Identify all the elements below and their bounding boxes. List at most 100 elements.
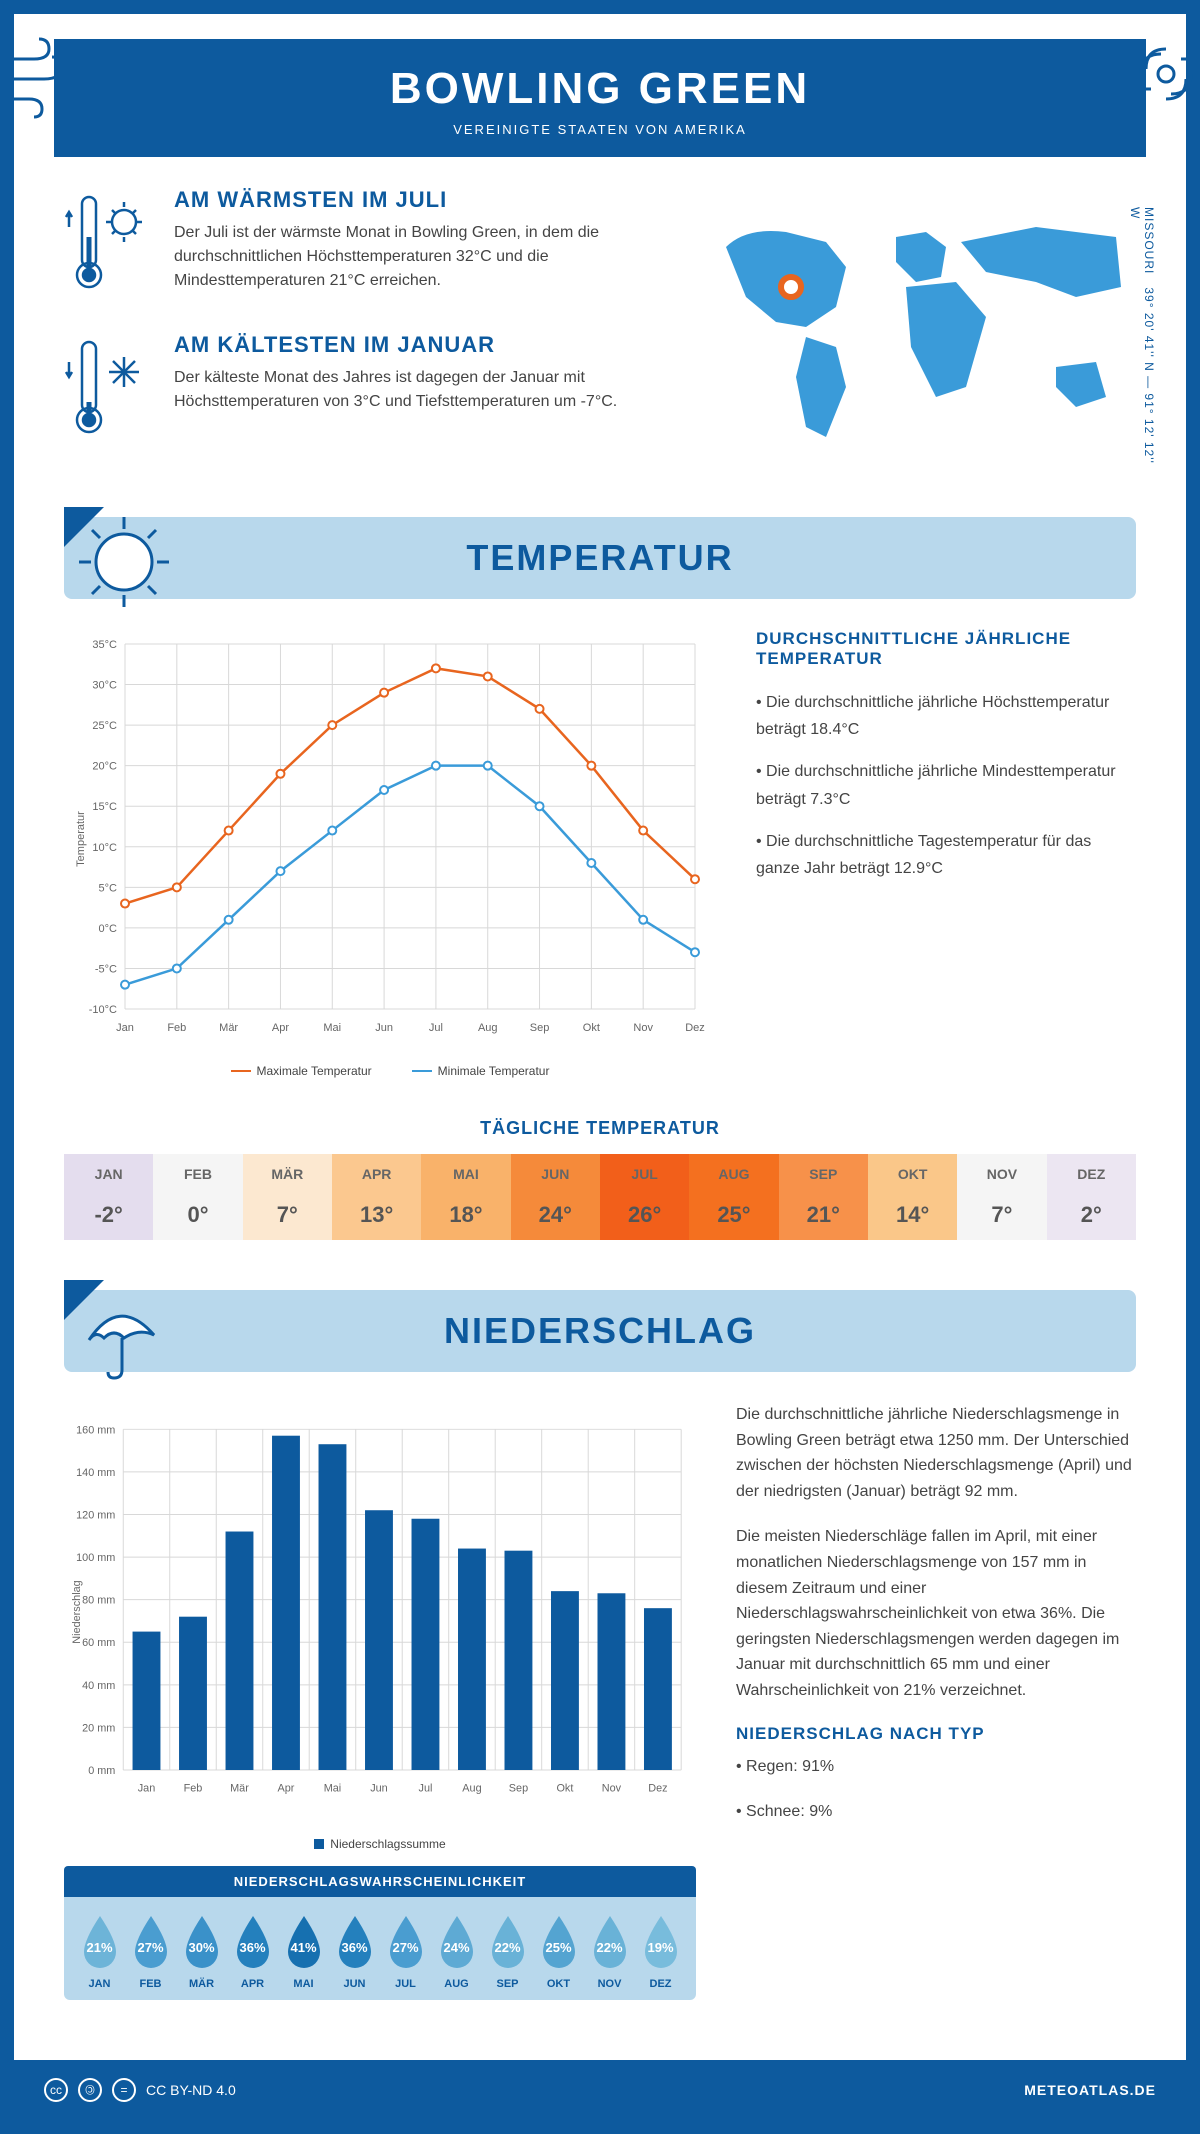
temp-cell: APR13°	[332, 1154, 421, 1240]
svg-text:20 mm: 20 mm	[82, 1722, 115, 1734]
hot-title: AM WÄRMSTEN IM JULI	[174, 187, 666, 213]
svg-text:140 mm: 140 mm	[76, 1467, 115, 1479]
temp-cell: NOV7°	[957, 1154, 1046, 1240]
svg-text:Jan: Jan	[116, 1022, 134, 1034]
svg-text:Jul: Jul	[429, 1022, 443, 1034]
svg-text:Jan: Jan	[138, 1783, 156, 1795]
svg-text:Niederschlag: Niederschlag	[71, 1580, 83, 1643]
prob-title: NIEDERSCHLAGSWAHRSCHEINLICHKEIT	[64, 1866, 696, 1897]
svg-text:Jun: Jun	[375, 1022, 393, 1034]
daily-temp-table: JAN-2°FEB0°MÄR7°APR13°MAI18°JUN24°JUL26°…	[64, 1154, 1136, 1240]
svg-text:80 mm: 80 mm	[82, 1595, 115, 1607]
precip-legend: Niederschlagssumme	[64, 1837, 696, 1851]
city-title: BOWLING GREEN	[54, 64, 1146, 114]
temp-cell: SEP21°	[779, 1154, 868, 1240]
temp-cell: OKT14°	[868, 1154, 957, 1240]
world-map: MISSOURI 39° 20' 41'' N — 91° 12' 12'' W	[696, 187, 1136, 477]
prob-drop: 36%APR	[229, 1912, 277, 1990]
svg-text:160 mm: 160 mm	[76, 1424, 115, 1436]
temp-cell: AUG25°	[689, 1154, 778, 1240]
prob-drop: 22%NOV	[586, 1912, 634, 1990]
region-label: MISSOURI	[1142, 207, 1156, 274]
prob-drop: 27%JUL	[382, 1912, 430, 1990]
hottest-month-fact: AM WÄRMSTEN IM JULI Der Juli ist der wär…	[64, 187, 666, 302]
temperature-line-chart: -10°C-5°C0°C5°C10°C15°C20°C25°C30°C35°CJ…	[64, 629, 716, 1049]
temp-cell: MAI18°	[421, 1154, 510, 1240]
temp-cell: JUL26°	[600, 1154, 689, 1240]
svg-text:60 mm: 60 mm	[82, 1637, 115, 1649]
svg-text:Mär: Mär	[230, 1783, 249, 1795]
svg-text:Okt: Okt	[583, 1022, 600, 1034]
precip-para-2: Die meisten Niederschläge fallen im Apri…	[736, 1524, 1136, 1703]
svg-text:10°C: 10°C	[92, 842, 117, 854]
svg-text:120 mm: 120 mm	[76, 1509, 115, 1521]
prob-drop: 41%MAI	[280, 1912, 328, 1990]
precipitation-probability-panel: NIEDERSCHLAGSWAHRSCHEINLICHKEIT 21%JAN27…	[64, 1866, 696, 2000]
site-name: METEOATLAS.DE	[1024, 2082, 1156, 2098]
temp-info-item: • Die durchschnittliche jährliche Mindes…	[756, 758, 1136, 812]
precip-type-title: NIEDERSCHLAG NACH TYP	[736, 1724, 1136, 1744]
svg-text:Feb: Feb	[167, 1022, 186, 1034]
svg-text:Mär: Mär	[219, 1022, 238, 1034]
svg-text:5°C: 5°C	[99, 882, 118, 894]
svg-text:Nov: Nov	[633, 1022, 653, 1034]
cold-text: Der kälteste Monat des Jahres ist dagege…	[174, 366, 666, 414]
svg-text:Apr: Apr	[272, 1022, 289, 1034]
daily-temp-title: TÄGLICHE TEMPERATUR	[64, 1118, 1136, 1139]
svg-text:15°C: 15°C	[92, 801, 117, 813]
footer: cc🄯= CC BY-ND 4.0 METEOATLAS.DE	[14, 2060, 1186, 2120]
svg-text:Sep: Sep	[509, 1783, 528, 1795]
svg-text:Mai: Mai	[324, 1783, 342, 1795]
svg-text:100 mm: 100 mm	[76, 1552, 115, 1564]
precipitation-bar-chart: 0 mm 20 mm 40 mm 60 mm 80 mm 100 mm 120 mm 140 …	[64, 1402, 696, 1822]
prob-drop: 25%OKT	[535, 1912, 583, 1990]
prob-drop: 19%DEZ	[637, 1912, 685, 1990]
coldest-month-fact: AM KÄLTESTEN IM JANUAR Der kälteste Mona…	[64, 332, 666, 447]
svg-text:Mai: Mai	[323, 1022, 341, 1034]
license-badge: cc🄯= CC BY-ND 4.0	[44, 2078, 236, 2102]
temp-info-item: • Die durchschnittliche jährliche Höchst…	[756, 689, 1136, 743]
temp-cell: DEZ2°	[1047, 1154, 1136, 1240]
prob-drop: 36%JUN	[331, 1912, 379, 1990]
temp-cell: JAN-2°	[64, 1154, 153, 1240]
temp-legend: Maximale Temperatur Minimale Temperatur	[64, 1064, 716, 1078]
prob-drop: 21%JAN	[76, 1912, 124, 1990]
header-banner: BOWLING GREEN VEREINIGTE STAATEN VON AME…	[54, 39, 1146, 157]
precip-para-1: Die durchschnittliche jährliche Niedersc…	[736, 1402, 1136, 1504]
svg-text:0 mm: 0 mm	[88, 1765, 115, 1777]
hot-text: Der Juli ist der wärmste Monat in Bowlin…	[174, 221, 666, 293]
svg-text:Jul: Jul	[419, 1783, 433, 1795]
svg-text:35°C: 35°C	[92, 639, 117, 651]
precipitation-section-header: NIEDERSCHLAG	[64, 1290, 1136, 1372]
cold-title: AM KÄLTESTEN IM JANUAR	[174, 332, 666, 358]
svg-text:0°C: 0°C	[99, 923, 118, 935]
svg-text:20°C: 20°C	[92, 761, 117, 773]
svg-text:Okt: Okt	[556, 1783, 573, 1795]
svg-text:Jun: Jun	[370, 1783, 388, 1795]
section-title: NIEDERSCHLAG	[64, 1310, 1136, 1352]
svg-text:Sep: Sep	[530, 1022, 550, 1034]
thermometer-hot-icon	[64, 187, 154, 297]
temp-info-title: DURCHSCHNITTLICHE JÄHRLICHE TEMPERATUR	[756, 629, 1136, 669]
svg-text:40 mm: 40 mm	[82, 1680, 115, 1692]
section-title: TEMPERATUR	[64, 537, 1136, 579]
prob-drop: 22%SEP	[484, 1912, 532, 1990]
country-subtitle: VEREINIGTE STAATEN VON AMERIKA	[54, 122, 1146, 137]
thermometer-cold-icon	[64, 332, 154, 442]
prob-drop: 24%AUG	[433, 1912, 481, 1990]
temp-cell: FEB0°	[153, 1154, 242, 1240]
prob-drop: 27%FEB	[127, 1912, 175, 1990]
wind-icon	[1116, 29, 1200, 129]
svg-text:30°C: 30°C	[92, 680, 117, 692]
svg-text:Aug: Aug	[462, 1783, 481, 1795]
svg-text:Apr: Apr	[278, 1783, 295, 1795]
temperature-section-header: TEMPERATUR	[64, 517, 1136, 599]
temp-cell: JUN24°	[511, 1154, 600, 1240]
precip-type-item: • Schnee: 9%	[736, 1799, 1136, 1825]
svg-text:25°C: 25°C	[92, 720, 117, 732]
svg-text:-5°C: -5°C	[95, 963, 117, 975]
svg-text:Dez: Dez	[685, 1022, 705, 1034]
prob-drop: 30%MÄR	[178, 1912, 226, 1990]
svg-text:Feb: Feb	[184, 1783, 203, 1795]
svg-text:Dez: Dez	[648, 1783, 667, 1795]
